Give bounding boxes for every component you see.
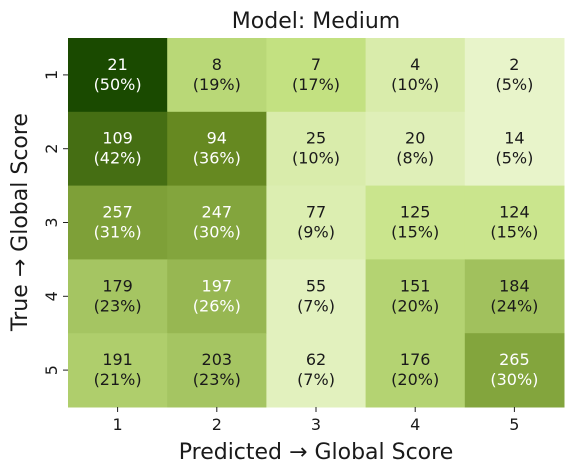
cell-count-label: 14 <box>504 129 524 148</box>
cell-count-label: 151 <box>400 276 431 295</box>
cell-count-label: 7 <box>311 55 321 74</box>
heatmap-cell <box>365 259 466 334</box>
y-tick-label: 2 <box>42 144 61 154</box>
heatmap-cell <box>167 111 267 187</box>
cell-percent-label: (31%) <box>94 223 142 242</box>
heatmap-cell <box>365 185 466 260</box>
cell-percent-label: (26%) <box>193 296 241 315</box>
cell-count-label: 124 <box>499 203 530 222</box>
heatmap-cells: 21(50%)8(19%)7(17%)4(10%)2(5%)109(42%)94… <box>68 38 565 408</box>
cell-percent-label: (15%) <box>391 223 439 242</box>
cell-count-label: 62 <box>306 350 326 369</box>
heatmap-cell <box>266 111 367 187</box>
cell-percent-label: (50%) <box>94 75 142 94</box>
heatmap-cell <box>68 185 168 260</box>
cell-count-label: 109 <box>102 129 133 148</box>
y-axis-label: True → Global Score <box>8 113 33 332</box>
x-tick-label: 1 <box>113 415 123 434</box>
x-tick-label: 5 <box>509 415 519 434</box>
heatmap-cell <box>464 333 565 408</box>
cell-percent-label: (5%) <box>495 149 533 168</box>
heatmap-cell <box>68 259 168 334</box>
cell-count-label: 197 <box>202 276 233 295</box>
cell-percent-label: (24%) <box>490 296 538 315</box>
cell-count-label: 21 <box>107 55 127 74</box>
heatmap-cell <box>68 111 168 187</box>
heatmap-cell <box>167 185 267 260</box>
cell-percent-label: (17%) <box>292 75 340 94</box>
cell-percent-label: (10%) <box>391 75 439 94</box>
cell-percent-label: (23%) <box>94 296 142 315</box>
heatmap-cell <box>167 333 267 408</box>
heatmap-cell <box>464 38 565 113</box>
heatmap-cell <box>167 259 267 334</box>
heatmap-cell <box>266 333 367 408</box>
cell-count-label: 2 <box>509 55 519 74</box>
cell-count-label: 257 <box>102 203 133 222</box>
cell-count-label: 25 <box>306 129 326 148</box>
cell-count-label: 4 <box>410 55 420 74</box>
cell-count-label: 191 <box>102 350 133 369</box>
cell-percent-label: (10%) <box>292 149 340 168</box>
cell-count-label: 203 <box>202 350 233 369</box>
cell-percent-label: (21%) <box>94 370 142 389</box>
cell-count-label: 125 <box>400 203 431 222</box>
y-tick-label: 3 <box>42 217 61 227</box>
cell-percent-label: (15%) <box>490 223 538 242</box>
cell-count-label: 77 <box>306 203 326 222</box>
cell-percent-label: (20%) <box>391 370 439 389</box>
y-axis-ticks: 1 2 3 4 5 <box>42 70 68 375</box>
cell-percent-label: (42%) <box>94 149 142 168</box>
y-tick-label: 5 <box>42 365 61 375</box>
heatmap-cell <box>365 111 466 187</box>
heatmap-cell <box>266 38 367 113</box>
cell-count-label: 247 <box>202 203 233 222</box>
x-tick-label: 3 <box>311 415 321 434</box>
x-tick-label: 2 <box>212 415 222 434</box>
cell-percent-label: (19%) <box>193 75 241 94</box>
cell-count-label: 8 <box>212 55 222 74</box>
cell-percent-label: (8%) <box>396 149 434 168</box>
x-axis-label: Predicted → Global Score <box>179 440 453 465</box>
cell-count-label: 94 <box>207 129 227 148</box>
cell-percent-label: (36%) <box>193 149 241 168</box>
cell-percent-label: (30%) <box>490 370 538 389</box>
heatmap-cell <box>68 333 168 408</box>
x-axis-ticks: 1 2 3 4 5 <box>113 407 519 434</box>
heatmap-cell <box>266 185 367 260</box>
cell-percent-label: (23%) <box>193 370 241 389</box>
cell-count-label: 184 <box>499 276 530 295</box>
chart-title: Model: Medium <box>232 9 400 34</box>
cell-count-label: 179 <box>102 276 133 295</box>
cell-count-label: 20 <box>405 129 425 148</box>
heatmap-cell <box>365 38 466 113</box>
y-tick-label: 4 <box>42 291 61 301</box>
cell-percent-label: (30%) <box>193 223 241 242</box>
cell-percent-label: (9%) <box>297 223 335 242</box>
cell-percent-label: (7%) <box>297 370 335 389</box>
cell-percent-label: (7%) <box>297 296 335 315</box>
heatmap-cell <box>464 259 565 334</box>
cell-count-label: 176 <box>400 350 431 369</box>
cell-percent-label: (5%) <box>495 75 533 94</box>
y-tick-label: 1 <box>42 70 61 80</box>
heatmap-cell <box>266 259 367 334</box>
cell-percent-label: (20%) <box>391 296 439 315</box>
heatmap-cell <box>464 111 565 187</box>
cell-count-label: 55 <box>306 276 326 295</box>
x-tick-label: 4 <box>410 415 420 434</box>
heatmap-cell <box>365 333 466 408</box>
heatmap-cell <box>167 38 267 113</box>
cell-count-label: 265 <box>499 350 530 369</box>
heatmap-cell <box>68 38 168 113</box>
heatmap-cell <box>464 185 565 260</box>
